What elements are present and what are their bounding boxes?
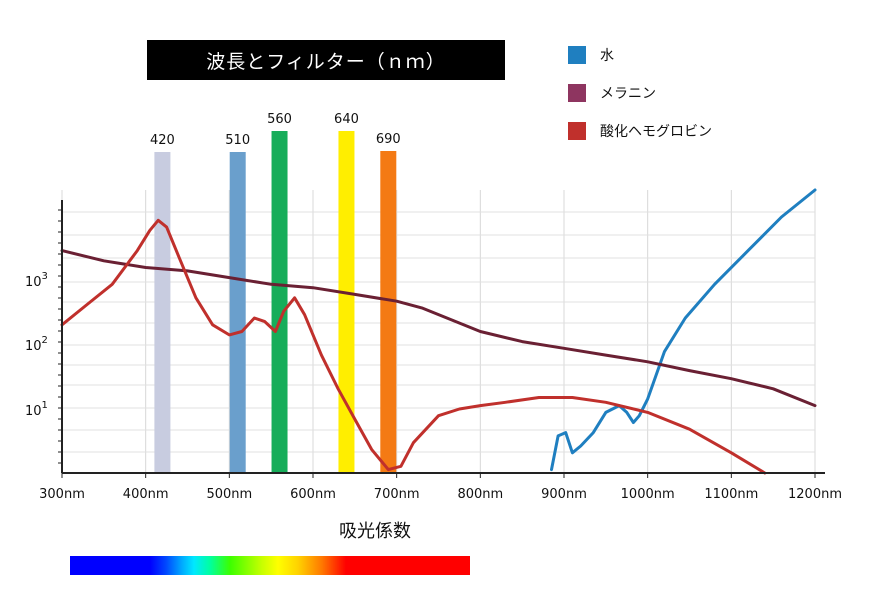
axes: 300nm 400nm 500nm 600nm 700nm 800nm 900nm 1000n… bbox=[25, 200, 842, 502]
filter-bars: 420 510 560 640 690 bbox=[150, 112, 401, 473]
color-spectrum-bar bbox=[70, 556, 470, 575]
x-axis-label: 吸光係数 bbox=[339, 521, 411, 542]
y-tick-label-1e3: 103 bbox=[25, 271, 48, 290]
filter-bar-640 bbox=[338, 131, 355, 473]
legend-swatch-water bbox=[568, 46, 586, 64]
series-line-oxyhemoglobin bbox=[60, 218, 767, 475]
series-line-water bbox=[550, 188, 817, 472]
legend-label-melanin: メラニン bbox=[600, 86, 656, 102]
x-tick-label-300nm: 300nm bbox=[39, 487, 85, 502]
chart-title: 波長とフィルター（ｎｍ） bbox=[147, 40, 505, 80]
x-tick-label-800nm: 800nm bbox=[457, 487, 503, 502]
filter-label-640: 640 bbox=[334, 112, 359, 127]
filter-bar-510 bbox=[229, 152, 246, 473]
legend-label-water: 水 bbox=[600, 48, 614, 64]
filter-label-560: 560 bbox=[267, 112, 292, 127]
x-tick-label-900nm: 900nm bbox=[541, 487, 587, 502]
filter-bar-690 bbox=[380, 151, 397, 473]
series-lines bbox=[60, 188, 817, 475]
legend: 水 メラニン 酸化ヘモグロビン bbox=[568, 36, 712, 150]
x-tick-label-1200nm: 1200nm bbox=[788, 487, 842, 502]
legend-swatch-melanin bbox=[568, 84, 586, 102]
filter-label-420: 420 bbox=[150, 133, 175, 148]
series-line-melanin bbox=[60, 249, 817, 408]
x-tick-label-600nm: 600nm bbox=[290, 487, 336, 502]
legend-item-melanin: メラニン bbox=[568, 74, 712, 112]
filter-bar-420 bbox=[154, 152, 171, 473]
x-tick-label-700nm: 700nm bbox=[374, 487, 420, 502]
y-tick-label-1e1: 101 bbox=[25, 400, 48, 419]
x-tick-label-1000nm: 1000nm bbox=[621, 487, 675, 502]
x-tick-label-400nm: 400nm bbox=[123, 487, 169, 502]
filter-label-690: 690 bbox=[376, 132, 401, 147]
x-tick-label-500nm: 500nm bbox=[206, 487, 252, 502]
legend-item-oxyhemoglobin: 酸化ヘモグロビン bbox=[568, 112, 712, 150]
grid bbox=[61, 190, 816, 473]
legend-label-oxyhemoglobin: 酸化ヘモグロビン bbox=[600, 124, 712, 140]
x-tick-label-1100nm: 1100nm bbox=[704, 487, 758, 502]
filter-bar-560 bbox=[271, 131, 288, 473]
legend-swatch-oxyhemoglobin bbox=[568, 122, 586, 140]
legend-item-water: 水 bbox=[568, 36, 712, 74]
filter-label-510: 510 bbox=[225, 133, 250, 148]
y-tick-label-1e2: 102 bbox=[25, 335, 48, 354]
